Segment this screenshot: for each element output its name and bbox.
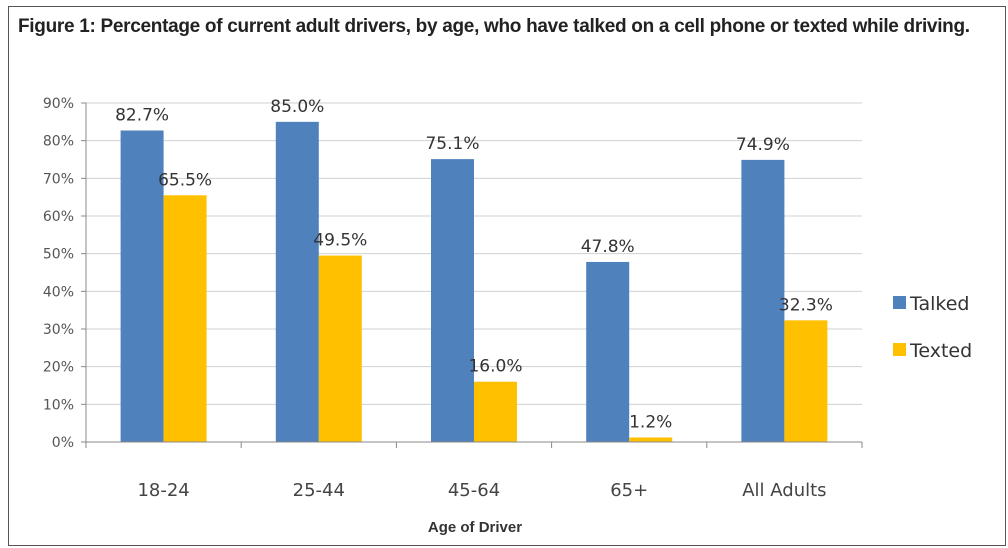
x-axis-label: Age of Driver	[428, 519, 522, 536]
y-tick-label: 90%	[43, 96, 74, 112]
bars	[120, 121, 828, 443]
y-tick-label: 30%	[43, 322, 74, 338]
legend-swatch-talked	[893, 296, 906, 309]
y-tick-label: 50%	[43, 247, 74, 263]
bar-texted	[629, 437, 673, 442]
y-tick-label: 80%	[43, 134, 74, 150]
bar-talked	[275, 121, 319, 442]
data-label: 74.9%	[736, 135, 790, 155]
data-label: 82.7%	[115, 105, 169, 125]
bar-talked	[741, 159, 785, 443]
data-label: 49.5%	[313, 231, 367, 251]
y-tick-label: 20%	[43, 360, 74, 376]
y-tick-label: 60%	[43, 209, 74, 225]
data-labels: 82.7% 65.5% 85.0% 49.5% 75.1% 16.0% 47.8% 1.2% 7…	[115, 97, 833, 433]
y-tick-label: 70%	[43, 171, 74, 187]
data-label: 85.0%	[270, 97, 324, 117]
x-tick-label: All Adults	[742, 480, 826, 501]
bar-talked	[120, 130, 164, 442]
x-tick-label: 65+	[610, 480, 648, 501]
data-label: 32.3%	[779, 295, 833, 315]
y-tick-label: 0%	[52, 435, 74, 451]
data-label: 16.0%	[468, 357, 522, 377]
legend: Talked Texted	[893, 293, 972, 362]
bar-talked	[586, 261, 630, 442]
data-label: 1.2%	[629, 412, 672, 432]
y-tick-label: 40%	[43, 284, 74, 300]
bar-texted	[318, 255, 362, 442]
bar-texted	[163, 195, 207, 442]
x-tick-label: 45-64	[448, 480, 500, 501]
axes: 0% 10% 20% 30% 40% 50% 60% 70% 80% 90% 18-24 25-44 4…	[43, 96, 863, 501]
x-tick-label: 25-44	[293, 480, 345, 501]
bar-texted	[474, 381, 517, 442]
data-label: 65.5%	[158, 170, 212, 190]
y-tick-label: 10%	[43, 397, 74, 413]
bar-texted	[784, 320, 828, 442]
chart-title: Figure 1: Percentage of current adult dr…	[18, 16, 970, 37]
legend-label-texted: Texted	[909, 340, 972, 362]
x-tick-label: 18-24	[137, 480, 189, 501]
legend-swatch-texted	[893, 343, 906, 356]
data-label: 75.1%	[425, 134, 479, 154]
data-label: 47.8%	[581, 237, 635, 257]
bar-talked	[431, 159, 474, 442]
figure-frame	[8, 6, 1006, 546]
legend-label-talked: Talked	[909, 293, 969, 315]
